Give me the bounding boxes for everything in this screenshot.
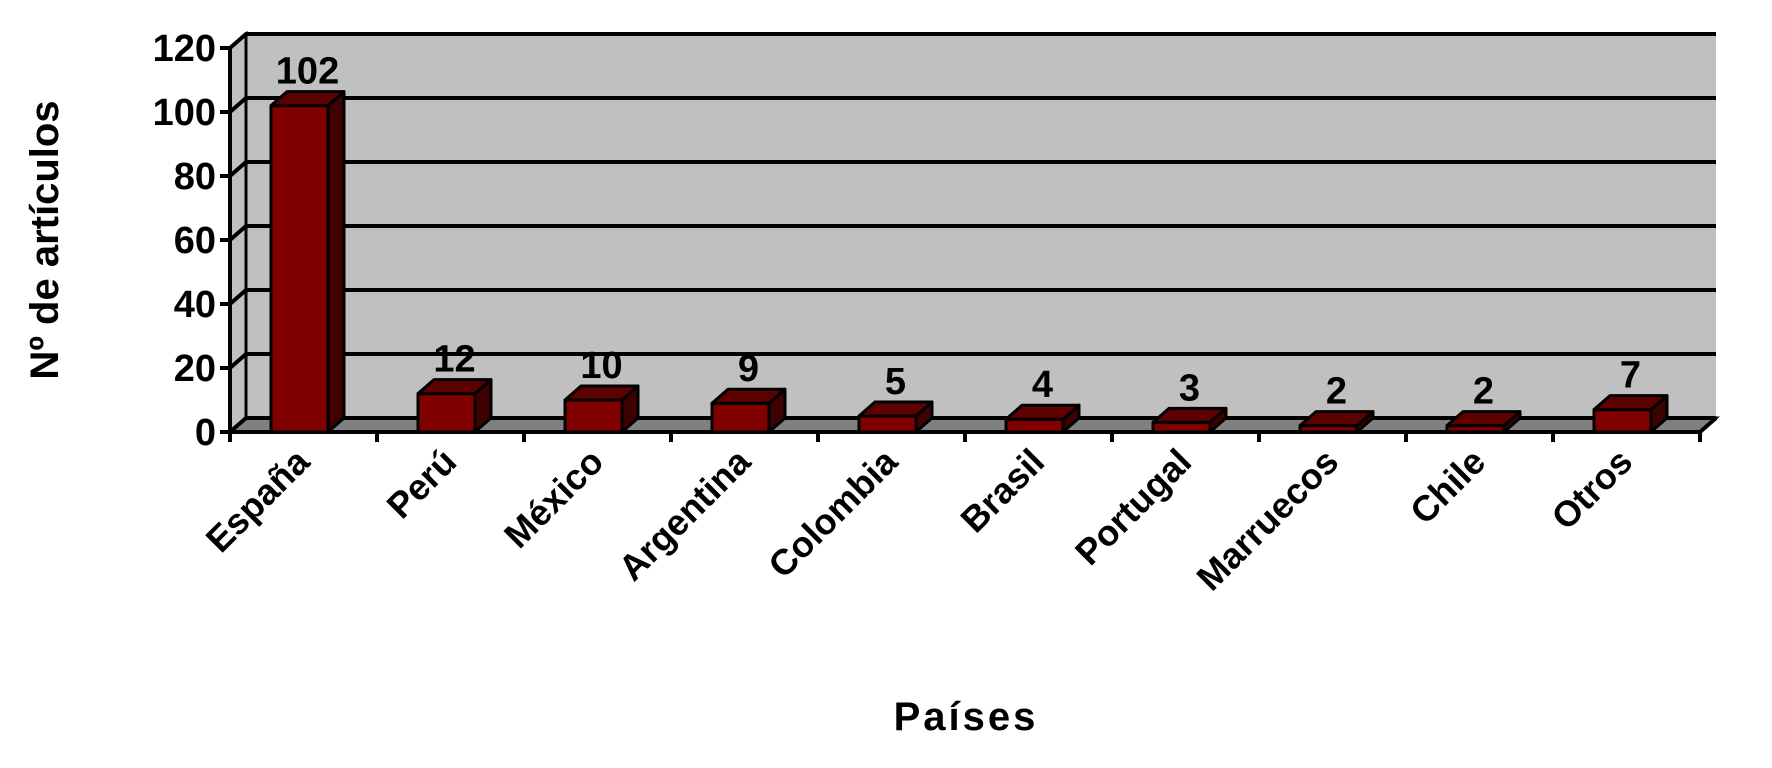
bar [269, 90, 346, 434]
bar-top [563, 384, 640, 402]
gridline [228, 224, 1716, 242]
gridline [228, 32, 1716, 50]
bar-top [857, 400, 934, 418]
data-label: 7 [1620, 355, 1641, 397]
y-tick-label: 100 [153, 92, 216, 134]
data-label: 9 [738, 348, 759, 390]
gridline [228, 160, 1716, 178]
bar-top [269, 90, 346, 108]
category-label: Perú [379, 441, 465, 527]
category-label: Marruecos [1188, 441, 1346, 599]
bar-top [1298, 410, 1375, 428]
bar [857, 400, 934, 434]
y-tick-label: 40 [174, 284, 216, 326]
bar-front [1004, 417, 1065, 434]
x-axis-title: Países [894, 695, 1039, 739]
gridline [228, 288, 1716, 306]
y-tick-label: 20 [174, 348, 216, 390]
category-label: España [198, 440, 318, 560]
category-label: Argentina [610, 440, 758, 588]
bar-top [1151, 406, 1228, 424]
category-label: México [496, 441, 611, 556]
bar-front [563, 398, 624, 434]
bars [269, 90, 1669, 434]
data-label: 3 [1179, 367, 1200, 409]
y-axis-title: Nº de artículos [23, 100, 67, 379]
bar [1004, 403, 1081, 434]
category-label: Colombia [760, 440, 906, 586]
x-axis-edge [1698, 416, 1718, 434]
data-label: 2 [1473, 371, 1494, 413]
data-label: 102 [276, 51, 339, 93]
data-label: 2 [1326, 371, 1347, 413]
category-label: Otros [1543, 441, 1640, 538]
category-label: Brasil [952, 441, 1052, 541]
bar [1445, 410, 1522, 434]
bar-front [710, 401, 771, 434]
bar-top [416, 378, 493, 396]
bar-top [710, 387, 787, 405]
bar [1298, 410, 1375, 434]
y-tick-label: 60 [174, 220, 216, 262]
y-tick-label: 0 [195, 412, 216, 454]
bar [416, 378, 493, 434]
data-label: 5 [885, 361, 906, 403]
bar [563, 384, 640, 434]
y-tick-label: 120 [153, 28, 216, 70]
category-label: Chile [1402, 441, 1493, 532]
bar [710, 387, 787, 434]
y-tick-label: 80 [174, 156, 216, 198]
bar-front [269, 104, 330, 434]
bar-top [1004, 403, 1081, 421]
data-label: 12 [433, 339, 475, 381]
data-label: 10 [580, 345, 622, 387]
gridline [228, 352, 1716, 370]
bar-front [857, 414, 918, 434]
data-label: 4 [1032, 364, 1053, 406]
bar [1592, 394, 1669, 434]
gridlines [228, 32, 1716, 434]
bar-front [416, 392, 477, 434]
bar [1151, 406, 1228, 434]
bar-top [1592, 394, 1669, 412]
gridline [228, 96, 1716, 114]
bar-side [326, 90, 346, 434]
category-label: Portugal [1067, 441, 1199, 573]
bar-top [1445, 410, 1522, 428]
bar-front [1592, 408, 1653, 434]
